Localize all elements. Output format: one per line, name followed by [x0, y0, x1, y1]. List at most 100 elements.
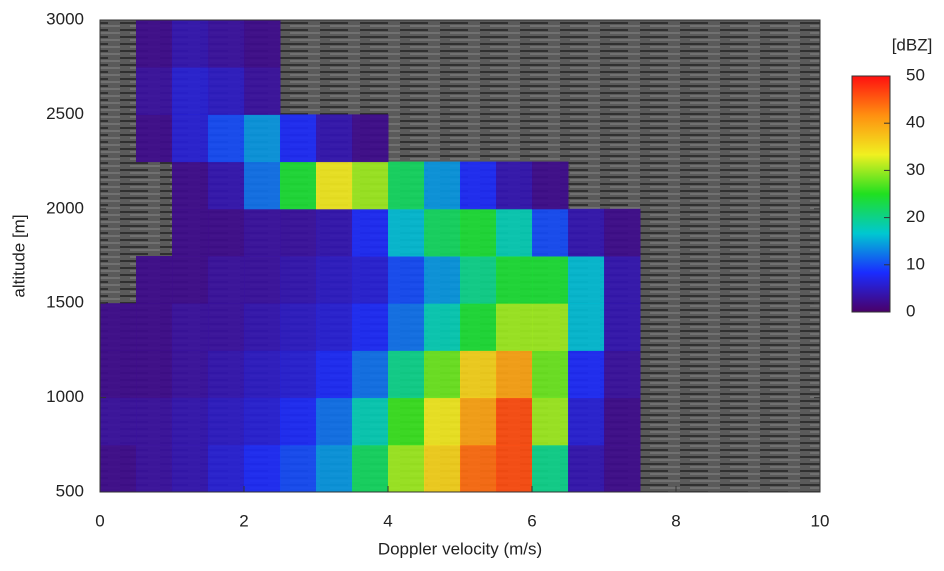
heat-cell: [244, 350, 281, 399]
heat-cell: [568, 256, 605, 304]
heat-cell: [568, 444, 605, 493]
x-tick-label: 10: [811, 511, 830, 530]
heat-cell: [496, 208, 533, 257]
heat-cell: [280, 350, 317, 399]
heat-cell: [172, 397, 209, 446]
heat-cell: [604, 256, 641, 304]
heat-cell: [532, 444, 569, 493]
heat-cell: [244, 256, 281, 304]
heat-cell: [280, 161, 317, 210]
x-axis-label: Doppler velocity (m/s): [378, 539, 542, 558]
heat-cell: [100, 444, 137, 493]
heat-cell: [424, 444, 461, 493]
colorbar-tick-label: 0: [906, 301, 915, 320]
heat-cell: [496, 350, 533, 399]
heat-cell: [604, 397, 641, 446]
colorbar-tick-label: 10: [906, 254, 925, 273]
heat-cell: [172, 208, 209, 257]
heat-cell: [136, 397, 173, 446]
heat-cell: [316, 444, 353, 493]
heat-cell: [388, 444, 425, 493]
heat-cell: [388, 397, 425, 446]
heat-cell: [136, 20, 173, 68]
heat-cell: [208, 114, 245, 163]
y-tick-label: 2500: [46, 104, 84, 123]
heat-cell: [172, 256, 209, 304]
heat-cell: [352, 397, 389, 446]
heat-cell: [460, 256, 497, 304]
heat-cell: [100, 350, 137, 399]
heat-cell: [460, 397, 497, 446]
y-tick-label: 3000: [46, 9, 84, 28]
heat-cell: [352, 161, 389, 210]
heat-cell: [280, 208, 317, 257]
heat-cell: [172, 303, 209, 351]
heat-cell: [352, 208, 389, 257]
heat-cell: [424, 303, 461, 351]
colorbar-tick-label: 40: [906, 113, 925, 132]
heat-cell: [172, 350, 209, 399]
heat-cell: [172, 444, 209, 493]
heat-cell: [388, 256, 425, 304]
heat-cell: [424, 350, 461, 399]
heat-cell: [100, 397, 137, 446]
heat-cell: [496, 161, 533, 210]
heat-cell: [316, 397, 353, 446]
colorbar-tick-label: 20: [906, 207, 925, 226]
plot-frame: [99, 19, 821, 493]
heat-cell: [568, 397, 605, 446]
heat-cell: [532, 161, 569, 210]
heat-cell: [424, 256, 461, 304]
heat-cell: [172, 114, 209, 163]
heat-cell: [136, 444, 173, 493]
heat-cell: [280, 397, 317, 446]
heat-cell: [460, 208, 497, 257]
heat-cell: [388, 350, 425, 399]
heat-cell: [604, 444, 641, 493]
heat-cell: [244, 303, 281, 351]
colorbar-label: [dBZ]: [892, 35, 933, 54]
heat-cell: [460, 350, 497, 399]
colorbar-tick-label: 30: [906, 160, 925, 179]
heat-cell: [244, 114, 281, 163]
heat-cell: [316, 256, 353, 304]
heat-cell: [280, 303, 317, 351]
y-axis-label: altitude [m]: [9, 214, 28, 297]
heat-cell: [316, 161, 353, 210]
heat-cell: [604, 350, 641, 399]
heat-cell: [568, 208, 605, 257]
x-tick-label: 2: [239, 511, 248, 530]
heat-cell: [244, 208, 281, 257]
heat-cell: [244, 397, 281, 446]
heat-cell: [352, 256, 389, 304]
heat-cell: [568, 350, 605, 399]
heat-cell: [172, 161, 209, 210]
heat-cell: [244, 444, 281, 493]
heat-cell: [208, 256, 245, 304]
x-tick-label: 0: [95, 511, 104, 530]
heat-cell: [208, 397, 245, 446]
heat-cell: [388, 303, 425, 351]
heat-cell: [172, 67, 209, 115]
y-tick-label: 1000: [46, 387, 84, 406]
heat-cell: [316, 303, 353, 351]
y-tick-label: 1500: [46, 293, 84, 312]
heat-cell: [352, 114, 389, 163]
heat-cell: [208, 20, 245, 68]
heat-cell: [532, 303, 569, 351]
heat-cell: [388, 208, 425, 257]
x-tick-label: 6: [527, 511, 536, 530]
heat-cell: [136, 67, 173, 115]
heat-cell: [136, 303, 173, 351]
y-tick-label: 2000: [46, 198, 84, 217]
heat-cell: [460, 444, 497, 493]
heat-cell: [496, 303, 533, 351]
heat-cell: [352, 444, 389, 493]
heat-cell: [352, 303, 389, 351]
heat-cell: [532, 208, 569, 257]
heat-cell: [136, 350, 173, 399]
heat-cell: [280, 256, 317, 304]
heat-cell: [316, 114, 353, 163]
heat-cell: [100, 303, 137, 351]
